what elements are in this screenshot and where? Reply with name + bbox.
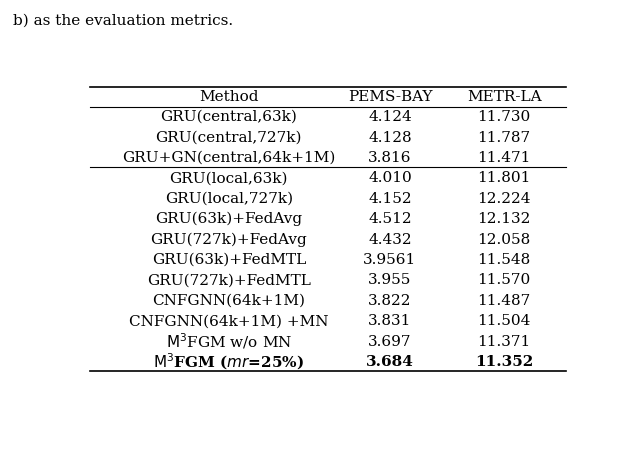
Text: $\mathrm{M}^3$FGM w/o MN: $\mathrm{M}^3$FGM w/o MN [166,332,292,351]
Text: 12.224: 12.224 [477,192,531,206]
Text: 11.487: 11.487 [477,294,531,308]
Text: GRU(63k)+FedMTL: GRU(63k)+FedMTL [152,253,306,267]
Text: $\mathrm{M}^3$FGM ($mr$=25%): $\mathrm{M}^3$FGM ($mr$=25%) [153,352,305,372]
Text: 4.128: 4.128 [368,131,412,144]
Text: GRU(central,63k): GRU(central,63k) [161,110,297,124]
Text: GRU(local,727k): GRU(local,727k) [164,192,293,206]
Text: 11.352: 11.352 [475,355,533,369]
Text: 4.124: 4.124 [368,110,412,124]
Text: 12.058: 12.058 [477,233,531,247]
Text: CNFGNN(64k+1M): CNFGNN(64k+1M) [152,294,305,308]
Text: 12.132: 12.132 [477,212,531,226]
Text: 3.822: 3.822 [368,294,412,308]
Text: Method: Method [199,90,259,104]
Text: 11.504: 11.504 [477,314,531,328]
Text: 11.548: 11.548 [477,253,531,267]
Text: 3.955: 3.955 [368,273,412,287]
Text: PEMS-BAY: PEMS-BAY [348,90,432,104]
Text: b) as the evaluation metrics.: b) as the evaluation metrics. [13,14,233,28]
Text: 4.010: 4.010 [368,171,412,186]
Text: 4.432: 4.432 [368,233,412,247]
Text: 4.152: 4.152 [368,192,412,206]
Text: 3.831: 3.831 [368,314,412,328]
Text: GRU(central,727k): GRU(central,727k) [156,131,302,144]
Text: 11.371: 11.371 [477,335,531,349]
Text: CNFGNN(64k+1M) +MN: CNFGNN(64k+1M) +MN [129,314,328,328]
Text: 3.9561: 3.9561 [364,253,417,267]
Text: 3.684: 3.684 [366,355,414,369]
Text: 11.730: 11.730 [477,110,531,124]
Text: GRU(local,63k): GRU(local,63k) [170,171,288,186]
Text: 3.816: 3.816 [368,151,412,165]
Text: 11.801: 11.801 [477,171,531,186]
Text: 4.512: 4.512 [368,212,412,226]
Text: 11.471: 11.471 [477,151,531,165]
Text: METR-LA: METR-LA [467,90,541,104]
Text: GRU(727k)+FedMTL: GRU(727k)+FedMTL [147,273,311,287]
Text: GRU+GN(central,64k+1M): GRU+GN(central,64k+1M) [122,151,335,165]
Text: 11.787: 11.787 [477,131,531,144]
Text: GRU(63k)+FedAvg: GRU(63k)+FedAvg [156,212,302,226]
Text: 11.570: 11.570 [477,273,531,287]
Text: 3.697: 3.697 [368,335,412,349]
Text: GRU(727k)+FedAvg: GRU(727k)+FedAvg [150,233,307,247]
